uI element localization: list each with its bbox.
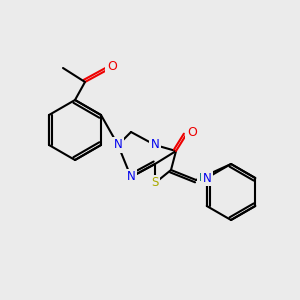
Text: O: O <box>107 61 117 74</box>
Text: H: H <box>199 173 207 183</box>
Text: N: N <box>127 170 135 184</box>
Text: N: N <box>202 172 211 184</box>
Text: O: O <box>187 127 197 140</box>
Text: N: N <box>114 139 122 152</box>
Text: N: N <box>151 139 159 152</box>
Text: S: S <box>151 176 159 190</box>
